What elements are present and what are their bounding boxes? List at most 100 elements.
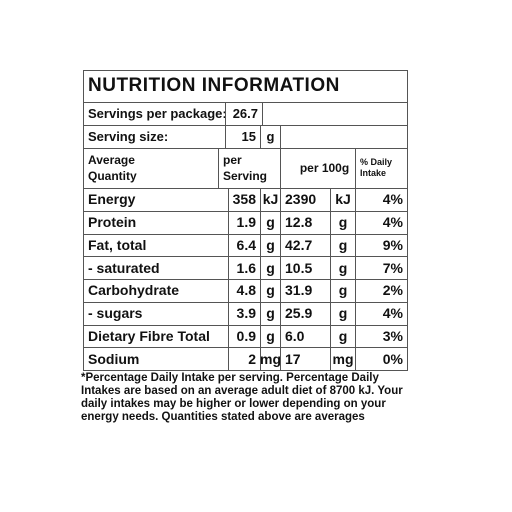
daily-intake: 2% [382,282,403,299]
rule [330,347,331,370]
rule [330,188,331,211]
column-header: per 100g [299,161,350,175]
daily-intake: 9% [382,236,403,253]
rule [228,347,229,370]
rule [262,102,263,125]
rule [280,210,281,234]
rule [355,148,356,188]
nutrient: - saturated [88,259,160,276]
rule [260,347,261,370]
rule [218,148,219,188]
rule [280,125,281,148]
nutrient: - sugars [88,305,143,322]
unit: kJ [335,191,351,208]
rule [407,70,408,371]
daily-intake: 7% [382,259,403,276]
rule [260,279,261,302]
rule [83,70,408,71]
rule [280,188,281,211]
nutrient: Carbohydrate [88,282,180,299]
unit: g [338,305,348,322]
rule [83,301,408,303]
unit: g [338,259,348,276]
label: Serving size: [88,129,169,144]
daily-intake: 3% [382,327,403,344]
rule [260,301,261,325]
rule [280,148,281,188]
value: 2390 [285,191,317,208]
value: 6.0 [285,327,305,344]
column-header: % Daily Intake [360,157,393,178]
rule [260,233,261,257]
daily-intake: 0% [382,350,403,367]
rule [355,256,356,279]
rule [83,324,408,326]
rule [83,210,408,212]
daily-intake: 4% [382,305,403,322]
rule [330,256,331,279]
unit: g [266,327,275,344]
daily-intake: 4% [382,214,403,231]
value: 42.7 [285,236,313,253]
rule [280,324,281,348]
rule [260,256,261,279]
rule [83,70,84,371]
rule [330,301,331,325]
value: 17 [285,350,301,367]
unit: g [266,214,275,231]
rule [228,188,229,211]
rule [83,370,408,371]
rule [355,233,356,257]
rule [228,279,229,302]
value: 25.9 [285,305,313,322]
rule [83,233,408,235]
rule [228,301,229,325]
rule [83,347,408,349]
rule [260,210,261,234]
rule [355,279,356,302]
rule [355,210,356,234]
unit: g [338,236,348,253]
rule [280,279,281,302]
nutrient: Fat, total [88,236,147,253]
nutrient: Energy [88,191,136,208]
rule [83,102,408,103]
rule [83,148,408,149]
nutrient: Protein [88,214,137,231]
value: 2 [248,350,256,367]
rule [228,324,229,348]
unit: g [338,214,348,231]
unit: kJ [262,191,279,208]
rule [260,125,261,148]
label: Servings per package: [88,106,225,121]
footnote: *Percentage Daily Intake per serving. Pe… [81,372,403,423]
rule [355,324,356,348]
rule [280,256,281,279]
value: 10.5 [285,259,313,276]
rule [225,102,226,125]
rule [330,324,331,348]
rule [83,125,408,126]
unit: g [266,129,275,144]
rule [330,210,331,234]
value: 6.4 [236,236,256,253]
column-header: Average Quantity [88,153,137,183]
rule [330,279,331,302]
rule [280,347,281,370]
daily-intake: 4% [382,191,403,208]
unit: mg [260,350,280,367]
rule [83,188,408,189]
nutrient: Sodium [88,350,140,367]
rule [228,210,229,234]
rule [355,301,356,325]
rule [83,256,408,258]
value: 26.7 [232,106,258,121]
nutrient: Dietary Fibre Total [88,327,210,344]
value: 12.8 [285,214,313,231]
value: 1.9 [236,214,256,231]
rule [260,188,261,211]
rule [228,256,229,279]
value: 3.9 [236,305,256,322]
unit: g [338,282,348,299]
